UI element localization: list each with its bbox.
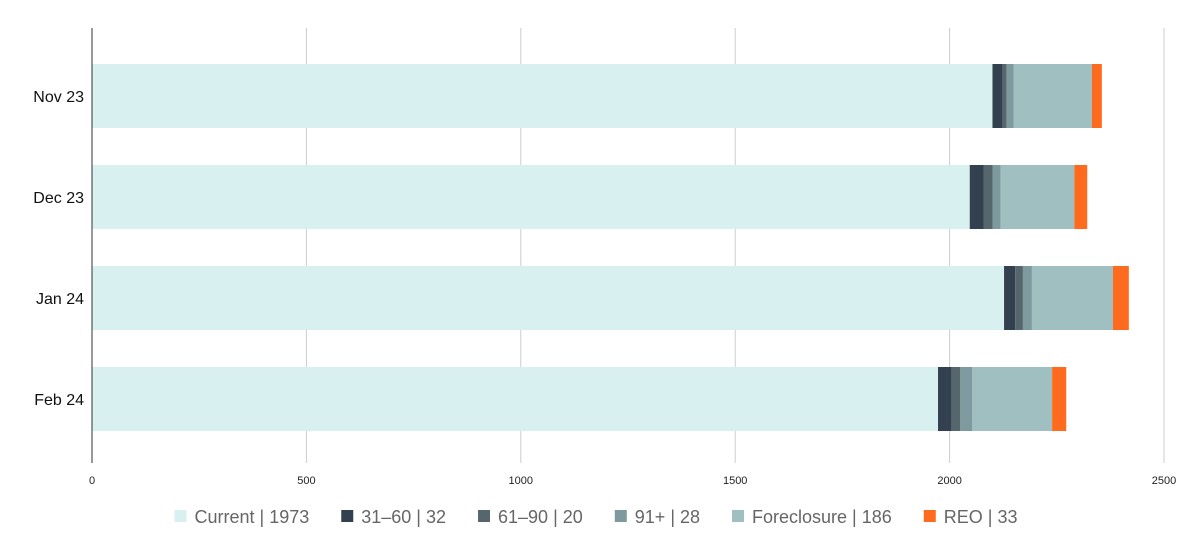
- x-tick-label: 1500: [723, 475, 747, 487]
- legend-item: Current | 1973: [174, 507, 310, 527]
- bar-segment: [1052, 367, 1067, 431]
- legend-label: Current | 1973: [195, 507, 310, 527]
- bar-segment: [1015, 266, 1023, 330]
- bar-segment: [92, 165, 970, 229]
- legend-label: Foreclosure | 186: [752, 507, 892, 527]
- x-tick-label: 2500: [1152, 475, 1176, 487]
- bar-segment: [938, 367, 952, 431]
- bar-segment: [951, 367, 961, 431]
- x-tick-label: 2000: [937, 475, 961, 487]
- category-label: Jan 24: [36, 291, 84, 308]
- bar-segment: [969, 165, 984, 229]
- bar-segment: [92, 64, 993, 128]
- category-label: Dec 23: [33, 190, 84, 207]
- legend-swatch: [478, 510, 491, 522]
- bar-segment: [1091, 64, 1102, 128]
- bars: [92, 64, 1129, 431]
- legend-item: 61–90 | 20: [478, 507, 583, 527]
- legend-swatch: [614, 510, 627, 522]
- legend-swatch: [341, 510, 354, 522]
- legend-item: 31–60 | 32: [341, 507, 446, 527]
- legend-swatch: [923, 510, 936, 522]
- category-label: Nov 23: [33, 89, 84, 106]
- legend-label: REO | 33: [944, 507, 1018, 527]
- legend-item: REO | 33: [923, 507, 1018, 527]
- legend-item: 91+ | 28: [614, 507, 700, 527]
- bar-segment: [1004, 266, 1016, 330]
- bar-segment: [92, 266, 1005, 330]
- bar-segment: [1002, 64, 1007, 128]
- bar-segment: [992, 64, 1003, 128]
- category-label: Feb 24: [34, 392, 84, 409]
- bar-segment: [1006, 64, 1014, 128]
- category-labels: Nov 23 Dec 23 Jan 24 Feb 24: [33, 89, 84, 409]
- bar-segment: [960, 367, 973, 431]
- x-tick-label: 0: [89, 475, 95, 487]
- x-tick-label: 1000: [509, 475, 533, 487]
- bar-segment: [983, 165, 993, 229]
- bar-segment: [1112, 266, 1129, 330]
- bar-segment: [992, 165, 1001, 229]
- bar-segment: [1000, 165, 1075, 229]
- bar-segment: [1074, 165, 1088, 229]
- bar-segment: [1013, 64, 1092, 128]
- legend-swatch: [174, 510, 187, 522]
- legend: Current | 1973 31–60 | 32 61–90 | 20 91+ | …: [174, 507, 1018, 527]
- legend-label: 31–60 | 32: [361, 507, 446, 527]
- x-tick-label: 500: [297, 475, 315, 487]
- legend-label: 61–90 | 20: [498, 507, 583, 527]
- bar-segment: [92, 367, 939, 431]
- x-tick-labels: 0 500 1000 1500 2000 2500: [89, 475, 1176, 487]
- legend-label: 91+ | 28: [635, 507, 700, 527]
- bar-segment: [1022, 266, 1032, 330]
- bar-segment: [1031, 266, 1113, 330]
- legend-item: Foreclosure | 186: [732, 507, 892, 527]
- legend-swatch: [732, 510, 745, 522]
- bar-segment: [972, 367, 1053, 431]
